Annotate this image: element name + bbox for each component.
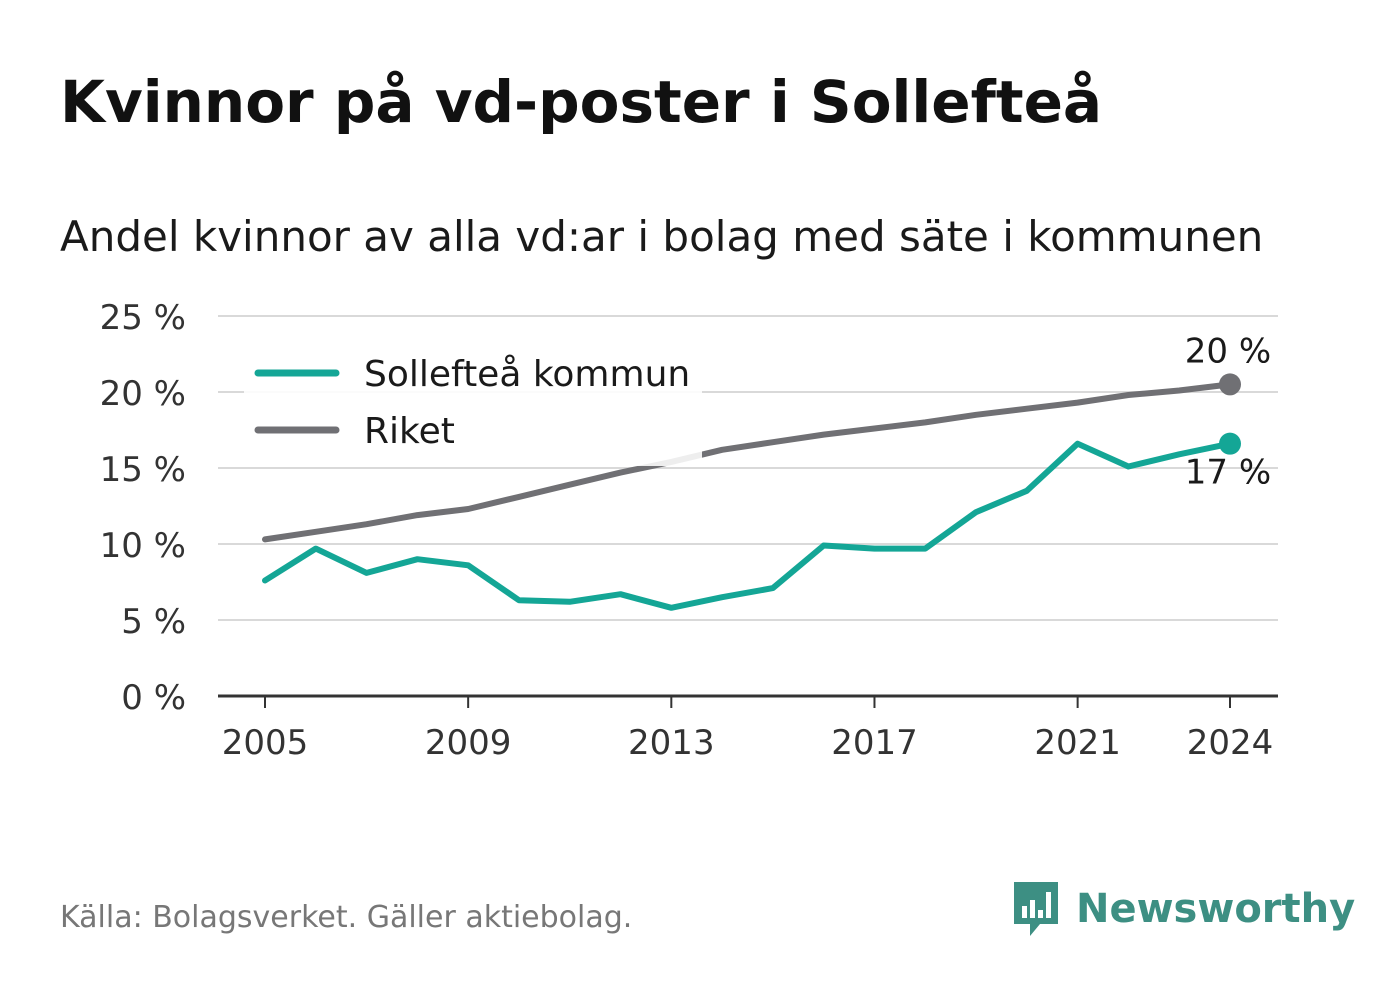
y-tick-label-0: 0 % [121,678,186,718]
y-tick-label-5: 5 % [121,602,186,642]
x-tick-label-2017: 2017 [831,723,918,763]
y-tick-label-20: 20 % [100,374,186,414]
legend-label-1: Riket [364,411,455,452]
legend-background [244,340,702,466]
end-label-sollefteå: 17 % [1185,453,1271,493]
y-tick-label-25: 25 % [100,298,186,338]
brand-logo: Newsworthy [1010,878,1355,940]
chart-subtitle: Andel kvinnor av alla vd:ar i bolag med … [60,212,1264,261]
y-tick-label-10: 10 % [100,526,186,566]
x-tick-label-2013: 2013 [628,723,715,763]
brand-name: Newsworthy [1076,886,1356,932]
series-line-riket [262,381,1233,543]
newsworthy-bar-chart-bubble-icon [1014,882,1058,936]
source-note: Källa: Bolagsverket. Gäller aktiebolag. [60,900,633,935]
y-tick-label-15: 15 % [100,450,186,490]
legend: Sollefteå kommun Riket [244,340,702,466]
end-label-riket: 20 % [1185,331,1271,371]
end-point-riket [1219,373,1241,396]
x-tick-label-2021: 2021 [1034,723,1121,763]
x-tick-label-2024: 2024 [1187,723,1274,763]
x-tick-label-2005: 2005 [222,723,309,763]
end-point-sollefteå [1219,432,1241,455]
chart-title: Kvinnor på vd-poster i Sollefteå [60,68,1103,136]
x-tick-label-2009: 2009 [425,723,512,763]
legend-label-0: Sollefteå kommun [364,354,690,395]
series-line-sollefteå [262,440,1233,611]
